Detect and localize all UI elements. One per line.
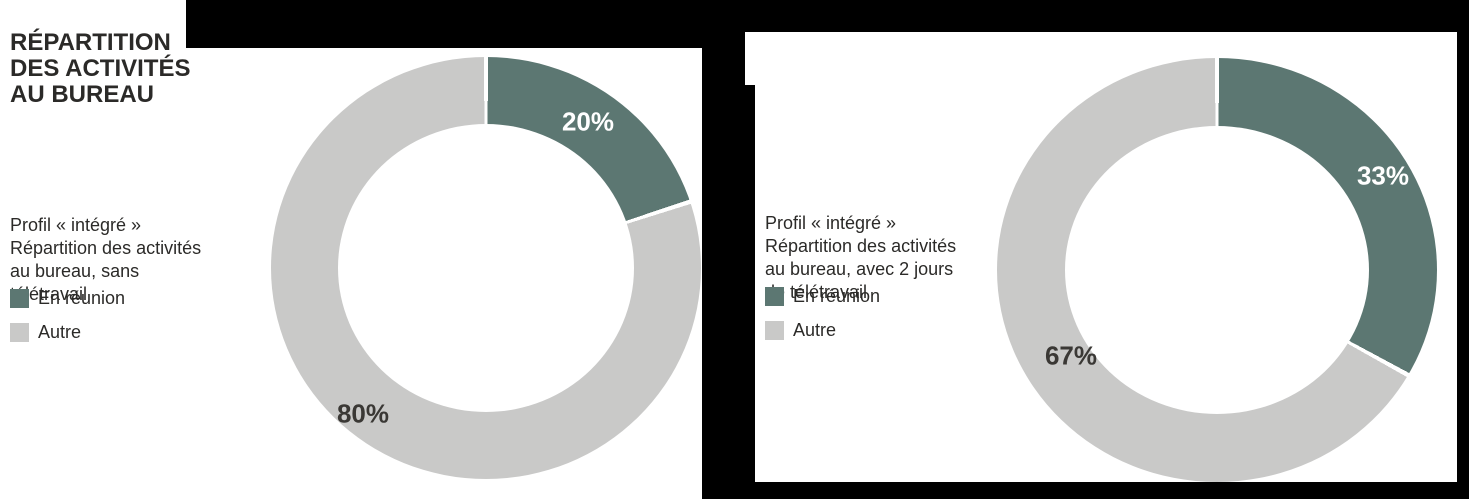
figure-title: RÉPARTITION DES ACTIVITÉS AU BUREAU bbox=[10, 29, 191, 109]
legend-item-other: Autre bbox=[765, 320, 836, 341]
slice-label-meeting: 33% bbox=[1356, 160, 1410, 191]
slice-label-other: 67% bbox=[1044, 340, 1098, 371]
legend-item-other: Autre bbox=[10, 322, 81, 343]
slice-label-meeting: 20% bbox=[561, 106, 615, 137]
page-background-top-right-band bbox=[745, 0, 1469, 32]
legend-item-meeting: En réunion bbox=[765, 286, 880, 307]
slice-label-other: 80% bbox=[336, 398, 390, 429]
legend-swatch-other bbox=[10, 323, 29, 342]
donut-chart-left: 20% 80% bbox=[271, 57, 701, 479]
legend-label-other: Autre bbox=[793, 320, 837, 340]
legend-item-meeting: En réunion bbox=[10, 288, 125, 309]
panel-left-description: Profil « intégré » Répartition des activ… bbox=[10, 215, 202, 304]
page-background-middle-strip bbox=[702, 0, 745, 499]
legend-swatch-meeting bbox=[10, 289, 29, 308]
legend-swatch-other bbox=[765, 321, 784, 340]
legend-label-meeting: En réunion bbox=[793, 286, 881, 306]
donut-chart-right: 33% 67% bbox=[997, 58, 1437, 482]
legend-swatch-meeting bbox=[765, 287, 784, 306]
legend-label-meeting: En réunion bbox=[38, 288, 126, 308]
legend-label-other: Autre bbox=[38, 322, 82, 342]
donut-hole bbox=[338, 124, 634, 412]
page-background-middle-strip-2 bbox=[745, 85, 755, 499]
page-background-bottom-band bbox=[755, 482, 1469, 499]
donut-hole bbox=[1065, 126, 1369, 414]
page-background-top-left-band bbox=[186, 0, 702, 48]
page-background-right-column bbox=[1457, 32, 1469, 499]
